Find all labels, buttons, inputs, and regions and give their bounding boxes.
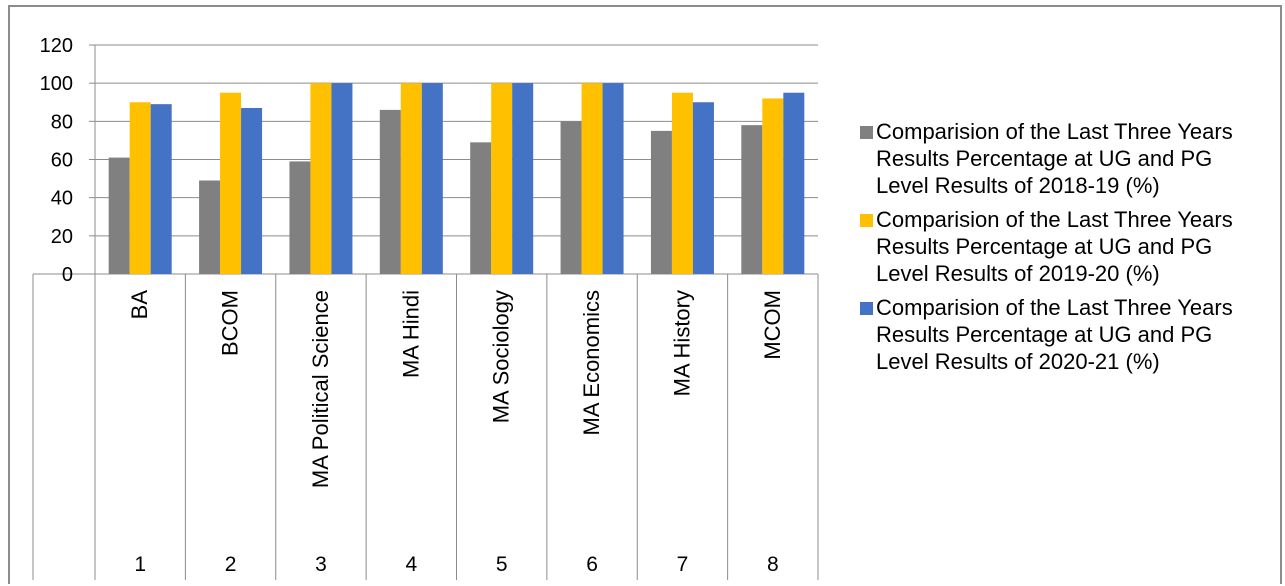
legend-item: Comparision of the Last Three Years Resu… (860, 206, 1280, 287)
legend-label: Comparision of the Last Three Years Resu… (876, 119, 1233, 198)
bar (129, 102, 151, 274)
bar (310, 83, 332, 275)
x-category-label: MA Political Science (308, 290, 333, 488)
x-category-label: BCOM (218, 290, 243, 356)
y-tick-label: 40 (51, 188, 73, 210)
axes (32, 44, 819, 580)
bar (241, 107, 263, 274)
x-category-number: 4 (405, 553, 417, 576)
x-category-number: 3 (315, 553, 327, 576)
bar (379, 109, 401, 274)
bar (762, 98, 784, 274)
bar (671, 92, 693, 274)
bar (650, 130, 672, 274)
chart-frame (8, 5, 1282, 584)
legend: Comparision of the Last Three Years Resu… (860, 118, 1280, 382)
bar (199, 180, 221, 274)
bar (150, 104, 172, 275)
x-category-number: 8 (767, 553, 779, 576)
x-category-label: MA Economics (579, 290, 604, 436)
y-tick-label: 80 (51, 111, 73, 133)
bar (400, 83, 422, 275)
axis-labels: 0 20 40 60 80 100 120 BA 1 BCOM 2 MA Political Scie… (40, 35, 785, 576)
bar (783, 92, 805, 274)
bar (560, 121, 582, 274)
x-category-label: MA Hindi (398, 290, 423, 378)
legend-label: Comparision of the Last Three Years Resu… (876, 207, 1233, 286)
bar (289, 161, 311, 274)
x-category-number: 7 (677, 553, 689, 576)
x-category-label: MCOM (760, 290, 785, 360)
x-category-number: 5 (496, 553, 508, 576)
bar (512, 83, 534, 275)
legend-item: Comparision of the Last Three Years Resu… (860, 294, 1280, 375)
legend-item: Comparision of the Last Three Years Resu… (860, 118, 1280, 199)
bars (108, 83, 805, 275)
x-category-number: 1 (134, 553, 146, 576)
bar (602, 83, 624, 275)
x-category-number: 2 (225, 553, 237, 576)
y-tick-label: 100 (40, 73, 73, 95)
y-tick-label: 120 (40, 35, 73, 57)
x-category-label: MA Sociology (489, 290, 514, 423)
bar (220, 92, 242, 274)
x-category-label: BA (127, 290, 152, 320)
bar (692, 102, 714, 274)
bar (491, 83, 513, 275)
x-category-label: MA History (669, 290, 694, 396)
bar (470, 142, 492, 274)
x-category-number: 6 (586, 553, 598, 576)
legend-label: Comparision of the Last Three Years Resu… (876, 295, 1233, 374)
y-tick-label: 60 (51, 150, 73, 172)
bar (741, 125, 763, 275)
bar (108, 157, 130, 274)
legend-swatch (860, 126, 873, 139)
legend-swatch (860, 214, 873, 227)
y-tick-label: 0 (62, 264, 73, 286)
bar (331, 83, 353, 275)
bar (581, 83, 603, 275)
legend-swatch (860, 302, 873, 315)
y-tick-label: 20 (51, 226, 73, 248)
bar (421, 83, 443, 275)
